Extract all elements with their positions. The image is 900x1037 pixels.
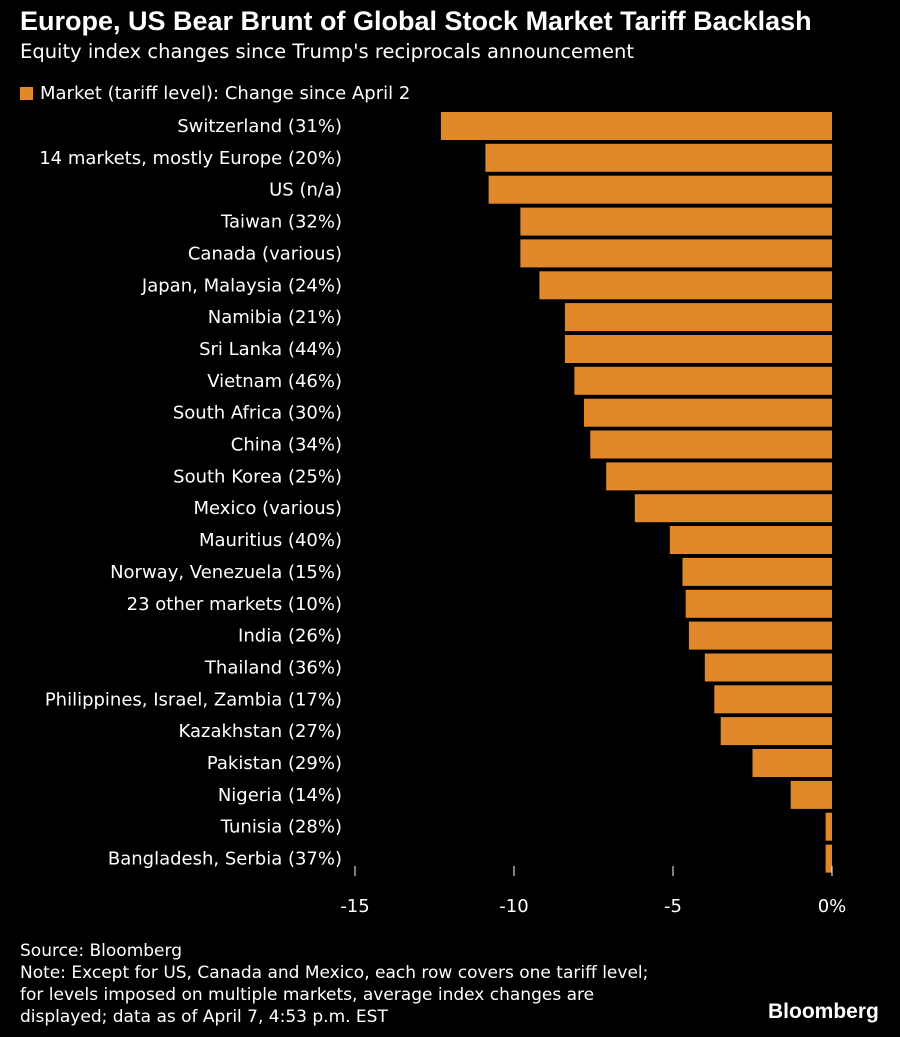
category-label: 14 markets, mostly Europe (20%): [39, 148, 342, 169]
category-label: South Africa (30%): [173, 403, 342, 424]
category-label: Japan, Malaysia (24%): [141, 275, 342, 296]
x-axis-tick-label: 0%: [818, 896, 847, 917]
bar: [520, 207, 832, 236]
category-label: 23 other markets (10%): [127, 594, 342, 615]
category-label: India (26%): [238, 626, 342, 647]
chart-footer: Source: Bloomberg Note: Except for US, C…: [20, 940, 648, 1028]
bar-chart: Switzerland (31%) 14 markets, mostly Euro…: [39, 112, 847, 917]
bar: [682, 557, 832, 586]
category-label: US (n/a): [269, 180, 342, 201]
chart-legend: Market (tariff level): Change since Apri…: [20, 83, 410, 104]
bar: [539, 271, 832, 300]
category-label: Namibia (21%): [208, 307, 342, 328]
bar: [520, 239, 832, 268]
bar: [564, 335, 832, 363]
bar: [440, 112, 832, 140]
legend-label: Market (tariff level): Change since Apri…: [40, 83, 411, 104]
category-label: Thailand (36%): [204, 658, 342, 679]
footnote-line-3: displayed; data as of April 7, 4:53 p.m.…: [20, 1007, 388, 1027]
bar: [634, 494, 832, 523]
x-axis-tick-label: -10: [499, 896, 528, 917]
bar: [606, 462, 832, 491]
category-label: Canada (various): [188, 243, 342, 264]
legend-swatch: [20, 87, 33, 100]
category-label: Norway, Venezuela (15%): [110, 562, 342, 583]
bar: [485, 143, 832, 172]
bar: [825, 844, 832, 873]
bar: [685, 589, 832, 618]
bar: [590, 430, 832, 459]
category-label: Tunisia (28%): [220, 817, 342, 838]
footnote-line-1: Note: Except for US, Canada and Mexico, …: [20, 963, 649, 983]
bar: [720, 717, 832, 746]
bar: [574, 366, 832, 395]
bar: [488, 175, 832, 204]
bar: [752, 749, 832, 777]
x-axis-tick-label: -5: [664, 896, 682, 917]
category-label: Philippines, Israel, Zambia (17%): [45, 689, 342, 710]
x-axis-tick-label: -15: [340, 896, 369, 917]
bar: [790, 780, 832, 809]
category-label: South Korea (25%): [173, 466, 342, 487]
category-label: Pakistan (29%): [207, 753, 342, 774]
bar: [714, 685, 832, 714]
footnote-line-2: for levels imposed on multiple markets, …: [20, 985, 595, 1005]
bar: [688, 621, 832, 650]
category-label: Bangladesh, Serbia (37%): [108, 849, 342, 870]
category-label: Mexico (various): [194, 498, 343, 519]
category-label: China (34%): [231, 435, 342, 456]
bar: [584, 398, 832, 427]
category-label: Kazakhstan (27%): [179, 721, 342, 742]
bloomberg-logo: Bloomberg: [768, 1000, 879, 1023]
bar: [704, 653, 832, 682]
bar: [564, 303, 832, 332]
category-label: Nigeria (14%): [218, 785, 342, 806]
category-label: Switzerland (31%): [177, 116, 342, 137]
chart-title: Europe, US Bear Brunt of Global Stock Ma…: [20, 6, 812, 36]
category-label: Taiwan (32%): [220, 212, 342, 233]
category-label: Sri Lanka (44%): [199, 339, 342, 360]
chart-subtitle: Equity index changes since Trump's recip…: [20, 40, 634, 63]
bar: [825, 812, 832, 841]
bar: [669, 526, 832, 554]
category-label: Mauritius (40%): [199, 530, 342, 551]
source-note: Source: Bloomberg: [20, 941, 182, 961]
category-label: Vietnam (46%): [207, 371, 342, 392]
